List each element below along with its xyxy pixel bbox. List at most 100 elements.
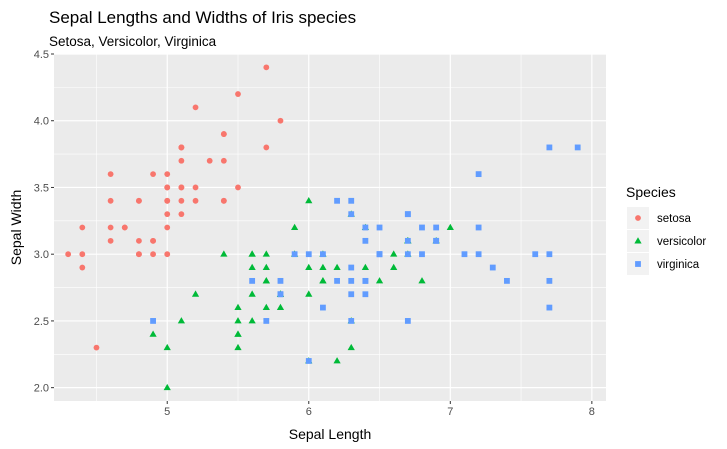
y-tick-label: 3.0 — [34, 249, 49, 261]
data-point-virginica — [348, 264, 355, 271]
y-tick-label: 3.5 — [34, 182, 49, 194]
data-point-versicolor — [375, 277, 384, 284]
data-point-virginica — [489, 264, 496, 271]
data-point-setosa — [136, 251, 142, 258]
data-point-setosa — [107, 237, 114, 244]
data-point-setosa — [150, 251, 156, 258]
data-point-virginica — [504, 277, 510, 284]
data-point-versicolor — [361, 263, 369, 271]
data-point-virginica — [334, 277, 340, 284]
data-point-virginica — [348, 318, 355, 324]
data-point-virginica — [404, 318, 411, 324]
data-point-setosa — [178, 197, 185, 204]
data-point-setosa — [65, 251, 72, 258]
data-point-setosa — [178, 184, 185, 191]
data-point-versicolor — [234, 343, 242, 351]
data-point-setosa — [150, 237, 156, 244]
data-point-versicolor — [234, 330, 242, 337]
data-point-versicolor — [163, 343, 171, 351]
data-point-setosa — [220, 157, 227, 164]
y-tick-label: 4.5 — [34, 49, 49, 61]
data-point-setosa — [79, 264, 86, 271]
data-point-versicolor — [333, 263, 341, 271]
data-point-setosa — [79, 251, 86, 258]
data-point-virginica — [150, 318, 156, 324]
data-point-setosa — [192, 104, 199, 111]
data-point-virginica — [376, 224, 383, 231]
x-tick-label: 6 — [306, 406, 312, 418]
data-point-versicolor — [177, 317, 185, 324]
data-point-versicolor — [319, 277, 327, 284]
data-point-setosa — [107, 224, 114, 231]
minor-gridlines — [54, 54, 606, 401]
data-point-versicolor — [163, 383, 171, 391]
data-point-setosa — [192, 184, 199, 191]
data-point-virginica — [263, 318, 270, 324]
data-point-setosa — [206, 157, 213, 164]
data-point-virginica — [362, 237, 369, 244]
data-point-versicolor — [347, 343, 355, 351]
data-point-virginica — [348, 277, 355, 284]
data-point-virginica — [475, 224, 482, 231]
data-point-versicolor — [276, 303, 285, 311]
data-point-versicolor — [418, 277, 426, 284]
data-point-versicolor — [248, 290, 256, 297]
data-point-virginica — [419, 251, 425, 258]
data-point-virginica — [574, 144, 581, 151]
data-point-virginica — [546, 277, 553, 284]
series-setosa — [65, 64, 284, 351]
data-point-setosa — [220, 131, 227, 137]
data-point-setosa — [178, 157, 185, 164]
data-point-virginica — [348, 291, 355, 298]
x-axis-title: Sepal Length — [289, 426, 372, 442]
data-point-setosa — [107, 171, 114, 178]
data-point-versicolor — [305, 263, 313, 271]
data-point-virginica — [404, 237, 411, 244]
data-point-virginica — [348, 211, 355, 218]
legend-marker-virginica — [635, 261, 641, 267]
data-point-versicolor — [446, 223, 454, 230]
data-point-virginica — [305, 358, 312, 364]
data-point-versicolor — [248, 263, 256, 271]
chart-subtitle: Setosa, Versicolor, Virginica — [49, 34, 217, 49]
legend-label-versicolor: versicolor — [657, 236, 706, 248]
data-point-virginica — [320, 304, 326, 311]
data-point-virginica — [404, 211, 411, 218]
data-point-setosa — [220, 197, 227, 204]
data-point-setosa — [192, 197, 199, 204]
data-point-setosa — [107, 197, 114, 204]
data-point-versicolor — [248, 317, 256, 324]
data-point-virginica — [419, 224, 425, 231]
data-point-setosa — [235, 91, 241, 97]
data-points — [65, 64, 581, 391]
data-point-setosa — [136, 237, 142, 244]
data-point-versicolor — [191, 290, 200, 297]
data-point-versicolor — [333, 357, 341, 364]
data-point-versicolor — [291, 223, 299, 230]
data-point-virginica — [461, 251, 468, 258]
data-point-setosa — [164, 171, 171, 178]
data-point-virginica — [277, 291, 284, 298]
data-point-virginica — [362, 277, 369, 284]
data-point-versicolor — [319, 263, 327, 271]
data-point-setosa — [164, 251, 171, 258]
major-gridlines — [54, 53, 606, 401]
data-point-versicolor — [305, 197, 313, 204]
data-point-setosa — [235, 184, 241, 191]
data-point-virginica — [546, 304, 553, 311]
axis-ticks: 5 6 7 8 2.0 2.5 3.0 3.5 4.0 4.5 — [34, 49, 595, 418]
data-point-versicolor — [220, 250, 228, 257]
data-point-virginica — [362, 224, 369, 231]
data-point-setosa — [79, 224, 86, 231]
data-point-versicolor — [234, 303, 242, 311]
data-point-virginica — [277, 277, 284, 284]
data-point-virginica — [532, 251, 539, 258]
data-point-virginica — [475, 171, 482, 178]
data-point-virginica — [362, 291, 369, 298]
data-point-versicolor — [234, 317, 242, 324]
data-point-setosa — [178, 144, 185, 151]
series-virginica — [150, 144, 581, 364]
data-point-virginica — [546, 251, 553, 258]
legend-title: Species — [626, 184, 676, 200]
legend-label-virginica: virginica — [657, 259, 700, 271]
